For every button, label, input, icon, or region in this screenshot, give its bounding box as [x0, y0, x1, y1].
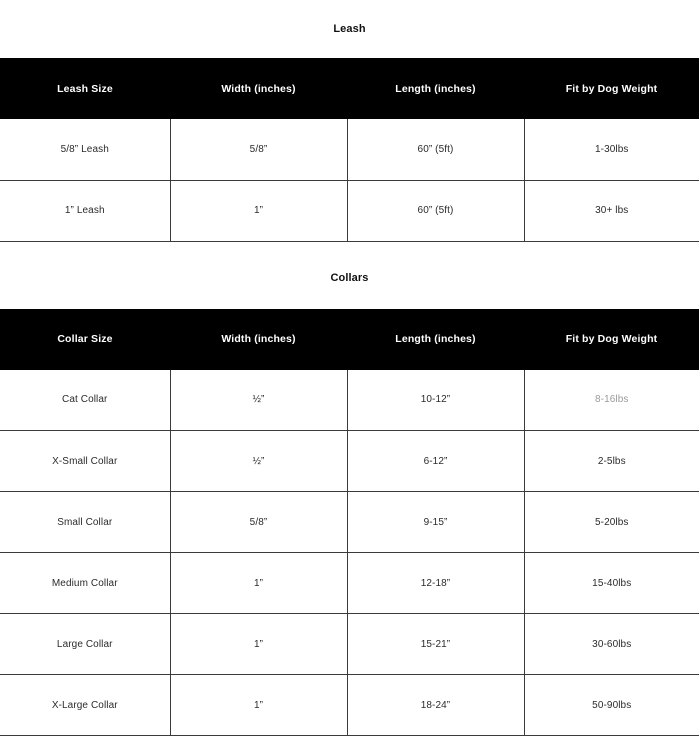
table-row: 5/8” Leash 5/8” 60” (5ft) 1-30lbs — [0, 119, 699, 180]
cell-width: 1” — [170, 614, 347, 675]
table-header-row: Leash Size Width (inches) Length (inches… — [0, 58, 699, 119]
cell-size: Medium Collar — [0, 553, 170, 614]
cell-size: 1” Leash — [0, 180, 170, 241]
cell-length: 60” (5ft) — [347, 119, 524, 180]
table-row: Cat Collar ½” 10-12” 8-16lbs — [0, 370, 699, 431]
cell-length: 10-12” — [347, 370, 524, 431]
cell-weight: 30-60lbs — [524, 614, 699, 675]
column-header-size: Collar Size — [0, 309, 170, 370]
column-header-size: Leash Size — [0, 58, 170, 119]
cell-width: ½” — [170, 370, 347, 431]
table-row: Small Collar 5/8” 9-15” 5-20lbs — [0, 492, 699, 553]
column-header-length: Length (inches) — [347, 58, 524, 119]
leash-table-body: 5/8” Leash 5/8” 60” (5ft) 1-30lbs 1” Lea… — [0, 119, 699, 241]
cell-length: 6-12” — [347, 431, 524, 492]
column-header-width: Width (inches) — [170, 58, 347, 119]
column-header-length: Length (inches) — [347, 309, 524, 370]
section-title-collars: Collars — [0, 242, 699, 309]
table-row: Large Collar 1” 15-21” 30-60lbs — [0, 614, 699, 675]
cell-length: 60” (5ft) — [347, 180, 524, 241]
leash-size-table: Leash Size Width (inches) Length (inches… — [0, 58, 699, 242]
table-row: X-Large Collar 1” 18-24” 50-90lbs — [0, 675, 699, 736]
cell-length: 9-15” — [347, 492, 524, 553]
cell-length: 15-21” — [347, 614, 524, 675]
section-collars: Collars Collar Size Width (inches) Lengt… — [0, 242, 699, 736]
cell-width: 5/8” — [170, 119, 347, 180]
cell-size: 5/8” Leash — [0, 119, 170, 180]
cell-weight: 50-90lbs — [524, 675, 699, 736]
cell-weight: 1-30lbs — [524, 119, 699, 180]
cell-weight: 30+ lbs — [524, 180, 699, 241]
cell-length: 12-18” — [347, 553, 524, 614]
cell-width: 1” — [170, 553, 347, 614]
cell-size: Small Collar — [0, 492, 170, 553]
cell-weight: 15-40lbs — [524, 553, 699, 614]
column-header-weight: Fit by Dog Weight — [524, 309, 699, 370]
column-header-weight: Fit by Dog Weight — [524, 58, 699, 119]
table-row: Medium Collar 1” 12-18” 15-40lbs — [0, 553, 699, 614]
collars-table-body: Cat Collar ½” 10-12” 8-16lbs X-Small Col… — [0, 370, 699, 736]
cell-width: ½” — [170, 431, 347, 492]
collars-table-header: Collar Size Width (inches) Length (inche… — [0, 309, 699, 370]
cell-width: 5/8” — [170, 492, 347, 553]
cell-size: X-Small Collar — [0, 431, 170, 492]
table-row: 1” Leash 1” 60” (5ft) 30+ lbs — [0, 180, 699, 241]
column-header-width: Width (inches) — [170, 309, 347, 370]
section-leash: Leash Leash Size Width (inches) Length (… — [0, 0, 699, 242]
collars-size-table: Collar Size Width (inches) Length (inche… — [0, 309, 699, 736]
cell-width: 1” — [170, 180, 347, 241]
cell-width: 1” — [170, 675, 347, 736]
cell-length: 18-24” — [347, 675, 524, 736]
table-header-row: Collar Size Width (inches) Length (inche… — [0, 309, 699, 370]
cell-size: X-Large Collar — [0, 675, 170, 736]
section-title-leash: Leash — [0, 0, 699, 58]
cell-weight: 2-5lbs — [524, 431, 699, 492]
table-row: X-Small Collar ½” 6-12” 2-5lbs — [0, 431, 699, 492]
cell-weight: 8-16lbs — [524, 370, 699, 431]
cell-weight: 5-20lbs — [524, 492, 699, 553]
cell-size: Cat Collar — [0, 370, 170, 431]
leash-table-header: Leash Size Width (inches) Length (inches… — [0, 58, 699, 119]
cell-size: Large Collar — [0, 614, 170, 675]
